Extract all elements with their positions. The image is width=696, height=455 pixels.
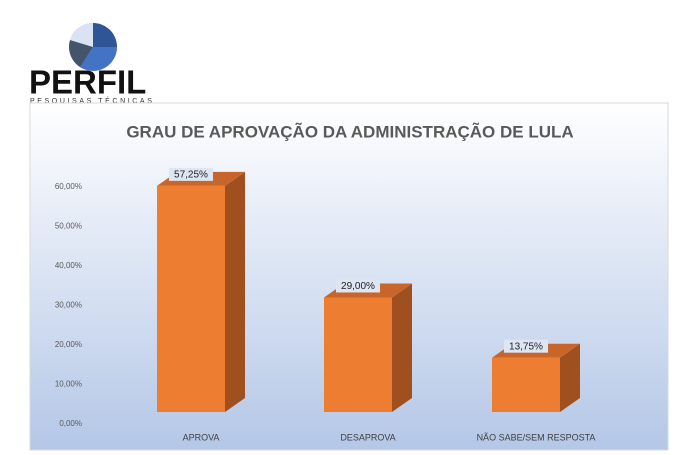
bar-side — [392, 283, 412, 412]
y-tick-label: 20,00% — [55, 340, 82, 349]
logo-icon — [69, 22, 117, 71]
logo-tagline: PESQUISAS TÉCNICAS — [30, 96, 154, 105]
chart-title: GRAU DE APROVAÇÃO DA ADMINISTRAÇÃO DE LU… — [126, 121, 573, 141]
bar-front — [324, 297, 392, 412]
y-tick-label: 10,00% — [55, 380, 82, 389]
value-label: 57,25% — [174, 170, 208, 181]
y-tick-label: 40,00% — [55, 261, 82, 270]
bar-front — [157, 185, 225, 412]
value-label: 29,00% — [341, 281, 375, 292]
value-label: 13,75% — [509, 341, 543, 352]
value-label-box — [336, 279, 380, 293]
bar-side — [225, 171, 245, 412]
y-tick-label: 60,00% — [55, 182, 82, 191]
value-label-box — [169, 167, 213, 181]
y-tick-label: 50,00% — [55, 222, 82, 231]
bar-side — [560, 343, 580, 412]
y-tick-label: 0,00% — [59, 419, 82, 428]
x-tick-label: DESAPROVA — [340, 432, 395, 442]
x-tick-label: APROVA — [183, 432, 220, 442]
bar — [492, 343, 580, 412]
value-label-box — [504, 339, 548, 353]
bar-front — [492, 357, 560, 412]
logo-name: PERFIL — [29, 64, 146, 101]
bar — [324, 283, 412, 412]
x-tick-label: NÃO SABE/SEM RESPOSTA — [477, 432, 596, 442]
y-tick-label: 30,00% — [55, 301, 82, 310]
bar — [157, 171, 245, 412]
